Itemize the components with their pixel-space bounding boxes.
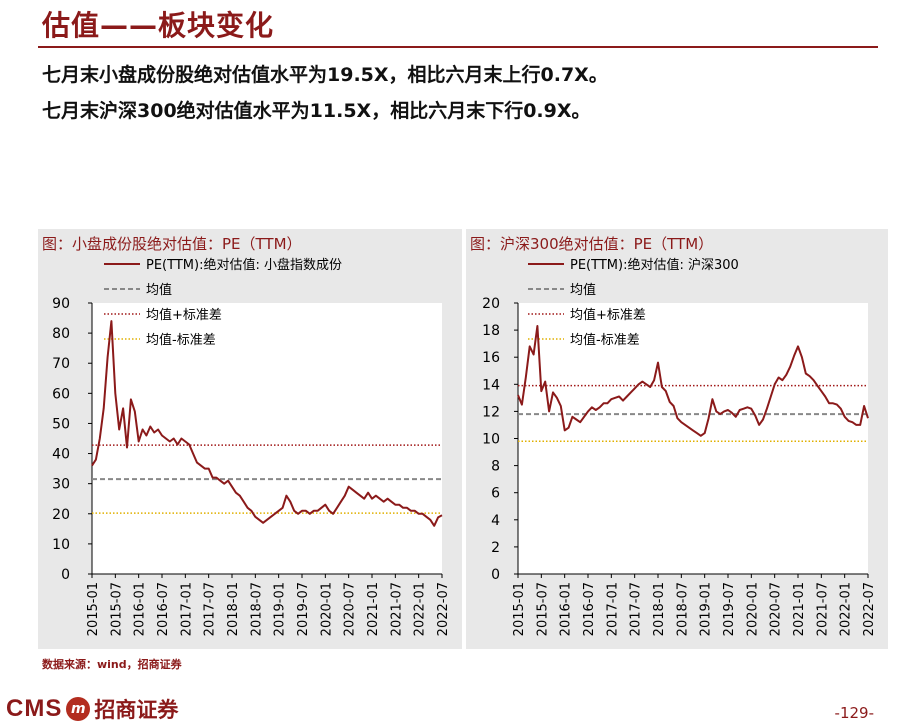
hs300-xtick-label: 2020-01 (745, 582, 760, 636)
company-logo: CMS m 招商证券 (6, 694, 178, 724)
smallcap-ytick-label: 60 (52, 386, 70, 402)
smallcap-ytick-label: 50 (52, 416, 70, 432)
hs300-xtick-label: 2022-01 (839, 582, 854, 636)
smallcap-ytick-label: 20 (52, 507, 70, 523)
hs300-ytick-label: 18 (482, 323, 500, 339)
smallcap-xtick-label: 2022-07 (436, 582, 451, 636)
smallcap-xtick-label: 2021-07 (389, 582, 404, 636)
logo-cms-text: CMS (6, 695, 63, 722)
hs300-legend-label-1: 均值 (570, 282, 596, 298)
hs300-chart-title: 图：沪深300绝对估值：PE（TTM） (470, 235, 713, 253)
hs300-ytick-label: 8 (491, 459, 500, 475)
data-source-note: 数据来源：wind，招商证券 (42, 658, 182, 671)
hs300-ytick-label: 4 (491, 513, 500, 529)
smallcap-ytick-label: 30 (52, 477, 70, 493)
hs300-plot-area (518, 303, 868, 574)
hs300-xtick-label: 2018-07 (675, 582, 690, 636)
hs300-xtick-label: 2016-01 (559, 582, 574, 636)
smallcap-ytick-label: 80 (52, 326, 70, 342)
logo-chinese-name: 招商证券 (94, 698, 179, 722)
smallcap-xtick-label: 2019-01 (273, 582, 288, 636)
hs300-legend-label-2: 均值+标准差 (570, 307, 646, 323)
hs300-ytick-label: 14 (482, 377, 500, 393)
hs300-series-line (517, 325, 869, 437)
smallcap-legend-label-3: 均值-标准差 (146, 332, 216, 348)
smallcap-series-line (91, 320, 443, 527)
hs300-xtick-label: 2015-01 (512, 582, 527, 636)
smallcap-xtick-label: 2022-01 (413, 582, 428, 636)
smallcap-xtick-label: 2018-01 (226, 582, 241, 636)
smallcap-chart-title: 图：小盘成份股绝对估值：PE（TTM） (42, 235, 302, 253)
smallcap-xtick-label: 2016-01 (133, 582, 148, 636)
hs300-ytick-label: 20 (482, 296, 500, 312)
hs300-ytick-label: 16 (482, 350, 500, 366)
summary-line-hs300: 七月末沪深300绝对估值水平为11.5X，相比六月末下行0.9X。 (42, 100, 591, 122)
smallcap-plot-area (92, 303, 442, 574)
smallcap-xtick-label: 2020-01 (319, 582, 334, 636)
hs300-legend-label-0: PE(TTM):绝对估值: 沪深300 (570, 257, 739, 273)
hs300-xtick-label: 2019-01 (699, 582, 714, 636)
hs300-xtick-label: 2015-07 (535, 582, 550, 636)
smallcap-xtick-label: 2018-07 (249, 582, 264, 636)
smallcap-xtick-label: 2015-07 (109, 582, 124, 636)
charts-canvas: 图：小盘成份股绝对估值：PE（TTM）PE(TTM):绝对估值: 小盘指数成份均… (42, 235, 877, 636)
title-divider (38, 46, 878, 48)
hs300-ytick-label: 6 (491, 486, 500, 502)
hs300-xtick-label: 2022-07 (862, 582, 877, 636)
hs300-xtick-label: 2021-07 (815, 582, 830, 636)
hs300-xtick-label: 2017-07 (629, 582, 644, 636)
smallcap-legend-label-0: PE(TTM):绝对估值: 小盘指数成份 (146, 257, 342, 273)
hs300-xtick-label: 2017-01 (605, 582, 620, 636)
summary-line-small-cap: 七月末小盘成份股绝对估值水平为19.5X，相比六月末上行0.7X。 (42, 64, 608, 86)
hs300-xtick-label: 2021-01 (792, 582, 807, 636)
smallcap-xtick-label: 2015-01 (86, 582, 101, 636)
hs300-xtick-label: 2020-07 (769, 582, 784, 636)
page-number: -129- (834, 704, 874, 722)
smallcap-xtick-label: 2021-01 (366, 582, 381, 636)
page-title: 估值——板块变化 (42, 9, 275, 42)
hs300-ytick-label: 2 (491, 540, 500, 556)
hs300-ytick-label: 12 (482, 404, 500, 420)
hs300-legend-label-3: 均值-标准差 (570, 332, 640, 348)
smallcap-ytick-label: 70 (52, 356, 70, 372)
smallcap-xtick-label: 2019-07 (296, 582, 311, 636)
smallcap-xtick-label: 2020-07 (343, 582, 358, 636)
smallcap-ytick-label: 90 (52, 296, 70, 312)
smallcap-legend-label-1: 均值 (146, 282, 172, 298)
hs300-ytick-label: 10 (482, 432, 500, 448)
smallcap-ytick-label: 10 (52, 537, 70, 553)
hs300-ytick-label: 0 (491, 567, 500, 583)
smallcap-ytick-label: 0 (61, 567, 70, 583)
logo-mark-icon: m (66, 697, 91, 721)
hs300-xtick-label: 2019-07 (722, 582, 737, 636)
smallcap-legend-label-2: 均值+标准差 (146, 307, 222, 323)
hs300-xtick-label: 2018-01 (652, 582, 667, 636)
smallcap-ytick-label: 40 (52, 447, 70, 463)
hs300-xtick-label: 2016-07 (582, 582, 597, 636)
smallcap-xtick-label: 2016-07 (156, 582, 171, 636)
smallcap-xtick-label: 2017-01 (179, 582, 194, 636)
smallcap-xtick-label: 2017-07 (203, 582, 218, 636)
